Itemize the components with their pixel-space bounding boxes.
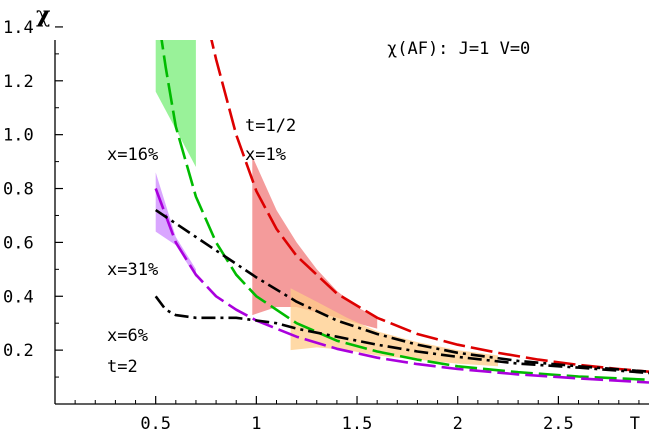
axes: [54, 40, 649, 405]
y-axis-label: χ: [36, 2, 50, 28]
x-tick-label: T: [630, 414, 640, 434]
annotation-x-6pct: x=6%: [107, 326, 148, 346]
x-tick-label: 2.5: [543, 414, 574, 434]
ticks: 0.5 1 1.5 2 2.5 T 0.2 0.4 0.6 0.8 1.0 1.2 1.4: [3, 18, 640, 434]
annotation-x-1pct: x=1%: [245, 145, 286, 165]
band-0: [155, 40, 196, 167]
x-tick-label: 1: [251, 414, 261, 434]
annotation-x-16pct: x=16%: [107, 145, 158, 165]
y-tick-label: 0.8: [3, 180, 34, 200]
x-tick-label: 0.5: [140, 414, 171, 434]
x-tick-label: 1.5: [342, 414, 373, 434]
series-line-3: [154, 209, 649, 373]
series-line-4: [154, 295, 649, 375]
y-tick-label: 1.2: [3, 72, 34, 92]
band-3: [290, 288, 498, 367]
x-tick-label: 2: [453, 414, 463, 434]
y-tick-label: 0.6: [3, 233, 34, 253]
y-tick-label: 1.4: [3, 18, 34, 38]
y-tick-label: 0.4: [3, 287, 34, 307]
series-lines: [154, 40, 649, 384]
band-2: [252, 156, 378, 329]
annotation-x-31pct: x=31%: [107, 260, 158, 280]
y-tick-label: 1.0: [3, 126, 34, 146]
annotation-t-2: t=2: [107, 357, 138, 377]
series-line-2: [154, 188, 649, 384]
series-line-1: [160, 40, 649, 382]
annotation-t-half: t=1/2: [245, 116, 296, 136]
chart-title: χ(AF): J=1 V=0: [387, 39, 530, 59]
series-line-0: [210, 40, 649, 373]
y-tick-label: 0.2: [3, 341, 34, 361]
band-1: [155, 172, 196, 278]
